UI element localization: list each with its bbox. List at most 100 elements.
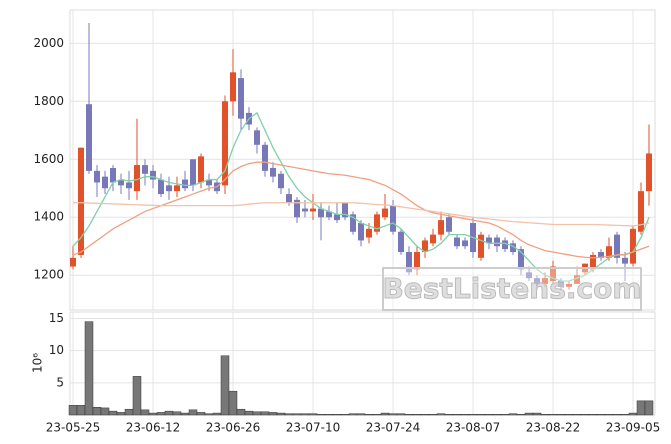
volume-bar bbox=[372, 414, 382, 416]
volume-bar bbox=[420, 414, 430, 416]
candle-body bbox=[598, 252, 604, 258]
moving-average-line bbox=[73, 202, 650, 227]
x-tick-label: 23-08-07 bbox=[446, 421, 500, 435]
y-tick-label: 15 bbox=[49, 311, 64, 325]
volume-bar bbox=[580, 414, 590, 416]
volume-bar bbox=[316, 414, 326, 416]
volume-bar bbox=[292, 413, 302, 416]
candle-body bbox=[190, 159, 196, 186]
volume-bar bbox=[92, 407, 102, 416]
volume-bar bbox=[148, 412, 158, 416]
volume-bar bbox=[260, 411, 270, 416]
candle-body bbox=[286, 194, 292, 203]
volume-bar bbox=[356, 413, 366, 416]
volume-bar bbox=[500, 414, 510, 416]
y-tick-label: 1400 bbox=[33, 210, 64, 224]
candle-body bbox=[478, 234, 484, 258]
candle-body bbox=[614, 234, 620, 258]
volume-bar bbox=[604, 414, 614, 416]
volume-bar bbox=[156, 412, 166, 416]
volume-bar bbox=[492, 414, 502, 416]
volume-bar bbox=[380, 412, 390, 416]
candle-body bbox=[278, 173, 284, 189]
y-tick-label: 1600 bbox=[33, 152, 64, 166]
volume-bar bbox=[108, 410, 118, 416]
volume-bar bbox=[412, 414, 422, 416]
volume-bar bbox=[388, 413, 398, 416]
volume-bar bbox=[540, 414, 550, 416]
volume-bar bbox=[404, 414, 414, 416]
volume-bar bbox=[644, 400, 654, 416]
candle-body bbox=[310, 208, 316, 212]
candle-body bbox=[390, 205, 396, 232]
volume-bar bbox=[452, 414, 462, 416]
candle-body bbox=[86, 104, 92, 171]
candle-body bbox=[630, 228, 636, 264]
candle-body bbox=[294, 199, 300, 218]
volume-bar bbox=[436, 413, 446, 416]
volume-bar bbox=[244, 410, 254, 416]
x-tick-label: 23-08-22 bbox=[526, 421, 580, 435]
volume-bar bbox=[132, 376, 142, 416]
volume-bar bbox=[236, 408, 246, 416]
volume-bar bbox=[284, 413, 294, 416]
x-tick-label: 23-05-25 bbox=[46, 421, 100, 435]
y-tick-label: 5 bbox=[56, 375, 64, 389]
candle-body bbox=[110, 167, 116, 183]
volume-bar bbox=[532, 412, 542, 416]
volume-bar bbox=[636, 400, 646, 416]
volume-bar bbox=[428, 414, 438, 416]
volume-bar bbox=[596, 414, 606, 416]
candle-body bbox=[318, 208, 324, 218]
volume-bar bbox=[220, 355, 230, 416]
candle-body bbox=[406, 252, 412, 273]
candle-body bbox=[422, 240, 428, 253]
y-tick-label: 10 bbox=[49, 343, 64, 357]
y-axis-label: 10⁶ bbox=[31, 353, 45, 373]
candle-body bbox=[542, 278, 548, 284]
volume-bar bbox=[460, 414, 470, 416]
candle-body bbox=[510, 243, 516, 253]
candle-body bbox=[462, 240, 468, 247]
candle-body bbox=[430, 234, 436, 244]
volume-bar bbox=[612, 414, 622, 416]
volume-panel bbox=[69, 311, 656, 416]
candle-body bbox=[302, 208, 308, 212]
volume-bar bbox=[308, 413, 318, 416]
candle-body bbox=[70, 257, 76, 267]
volume-bar bbox=[332, 414, 342, 416]
volume-bar bbox=[476, 414, 486, 416]
candle-body bbox=[342, 202, 348, 218]
volume-bar bbox=[396, 413, 406, 416]
candle-body bbox=[118, 179, 124, 186]
candle-body bbox=[222, 101, 228, 186]
volume-bar bbox=[516, 414, 526, 416]
candle-body bbox=[358, 223, 364, 241]
volume-bar bbox=[572, 414, 582, 416]
volume-bar bbox=[84, 321, 94, 416]
volume-bar bbox=[252, 411, 262, 416]
candle-body bbox=[174, 185, 180, 192]
candle-body bbox=[606, 246, 612, 258]
candle-body bbox=[526, 272, 532, 279]
candle-body bbox=[198, 156, 204, 183]
volume-bar bbox=[100, 407, 110, 416]
x-tick-label: 23-09-05 bbox=[606, 421, 660, 435]
candle-body bbox=[350, 214, 356, 232]
candle-body bbox=[142, 165, 148, 174]
volume-bar bbox=[116, 412, 126, 416]
candle-body bbox=[374, 214, 380, 232]
y-tick-label: 1200 bbox=[33, 268, 64, 282]
candle-body bbox=[206, 179, 212, 186]
candle-body bbox=[494, 237, 500, 247]
candle-body bbox=[638, 191, 644, 232]
volume-bar bbox=[68, 405, 78, 416]
candle-body bbox=[334, 214, 340, 221]
volume-bar bbox=[124, 408, 134, 416]
y-tick-label: 2000 bbox=[33, 36, 64, 50]
volume-bar bbox=[628, 412, 638, 416]
volume-bar bbox=[268, 412, 278, 416]
candle-body bbox=[270, 167, 276, 177]
candle-body bbox=[78, 147, 84, 255]
moving-average-line bbox=[72, 161, 650, 259]
